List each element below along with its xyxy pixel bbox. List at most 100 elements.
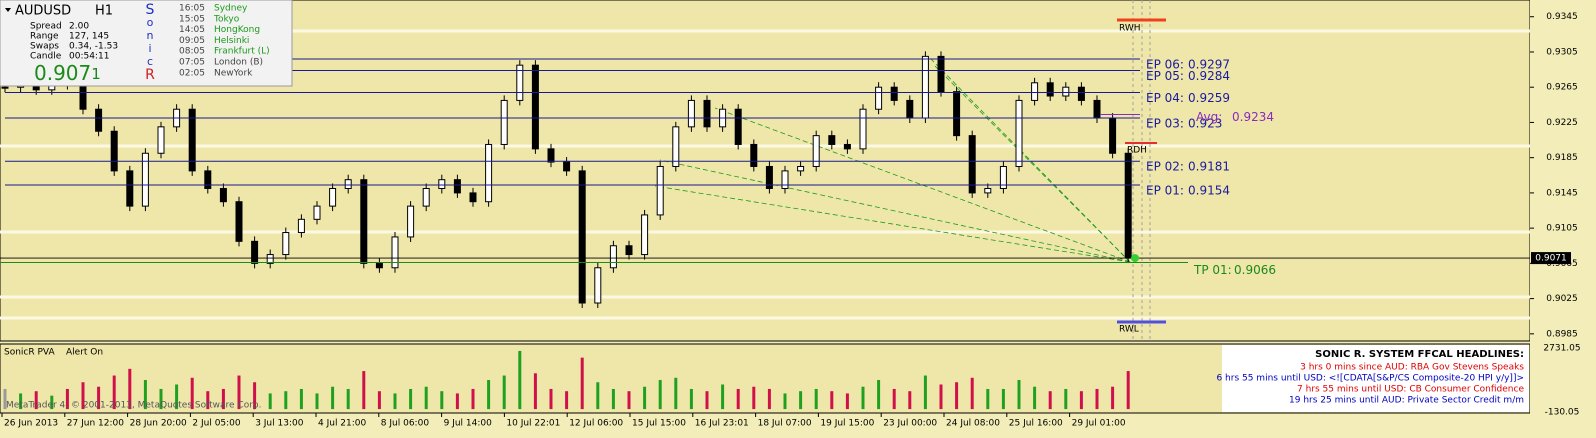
volume-bar [674, 377, 678, 410]
volume-bar [892, 388, 896, 410]
candle [563, 161, 571, 172]
date-label: 2 Jul 05:00 [192, 419, 241, 429]
candle [188, 108, 196, 172]
rwl-label: RWL [1119, 325, 1139, 335]
volume-bar [393, 393, 397, 410]
volume-bar [65, 388, 69, 410]
candle [313, 205, 321, 220]
volume-bar [3, 388, 7, 410]
candle [641, 214, 649, 256]
volume-bar [377, 391, 381, 410]
candle [843, 143, 851, 150]
candle [79, 84, 87, 110]
ep-label: EP 02: [1146, 160, 1184, 174]
candle [438, 179, 446, 189]
candle [703, 99, 711, 128]
y-tick-label: 0.9225 [1546, 118, 1578, 128]
date-label: 19 Jul 15:00 [820, 419, 874, 429]
ep-value: 0.9284 [1188, 69, 1230, 83]
ep-label: EP 06: [1146, 58, 1184, 72]
y-tick-label: 0.9305 [1546, 47, 1578, 57]
volume-bar [253, 382, 257, 410]
candle [828, 135, 836, 145]
date-label: 3 Jul 13:00 [255, 419, 304, 429]
ep-label: EP 05: [1146, 69, 1184, 83]
y-tick-label: 0.9265 [1546, 83, 1578, 93]
symbol: AUDUSD [15, 4, 71, 19]
candle [95, 108, 103, 132]
date-label: 4 Jul 21:00 [318, 419, 367, 429]
candle [999, 165, 1007, 189]
candle [797, 165, 805, 172]
candle [937, 55, 945, 93]
bid-pip: 1 [91, 65, 101, 83]
candle [1062, 86, 1070, 97]
bid: 0.9071 [34, 61, 101, 85]
volume-bar [331, 386, 335, 410]
range: 127, 145 [69, 32, 109, 42]
date-label: 28 Jun 20:00 [130, 419, 187, 429]
volume-bar [799, 391, 803, 410]
y-tick-label: 0.9105 [1546, 224, 1578, 234]
candle [984, 187, 992, 194]
sonic-letter: R [145, 67, 155, 83]
ep-label: EP 01: [1146, 183, 1184, 197]
candle [812, 135, 820, 167]
candle [921, 55, 929, 119]
volume-bar [908, 391, 912, 410]
volume-bar [284, 391, 288, 410]
bands [0, 29, 1530, 320]
candle [594, 267, 602, 304]
date-label: 9 Jul 14:00 [444, 419, 493, 429]
headlines-box [1222, 345, 1529, 412]
volume-bar [50, 395, 54, 410]
ep-value: 0.9259 [1188, 91, 1230, 105]
volume-bar [502, 375, 506, 410]
headline: 19 hrs 25 mins until AUD: Private Sector… [1289, 396, 1524, 406]
candle [625, 245, 633, 256]
candle [266, 254, 274, 264]
candle [485, 143, 493, 203]
volume-tick-label: -130.05 [1545, 408, 1580, 418]
volume-bar [487, 380, 491, 410]
spread: 2.00 [69, 22, 89, 32]
date-label: 10 Jul 22:01 [506, 419, 560, 429]
candle [672, 126, 680, 167]
volume-bar [814, 388, 818, 410]
copyright: MetaTrader 4, © 2001-2013, MetaQuotes So… [6, 401, 262, 411]
tp-label: TP 01: [1193, 263, 1232, 277]
volume-bar [1017, 380, 1021, 410]
candles [1, 51, 1132, 309]
headlines-title: SONIC R. SYSTEM FFCAL HEADLINES: [1315, 349, 1524, 360]
volume-bar [1111, 386, 1115, 410]
volume-bar [565, 391, 569, 410]
sonic-letters: SonicR [145, 2, 155, 83]
candle [422, 187, 430, 207]
date-label: 15 Jul 15:00 [632, 419, 686, 429]
candle [469, 192, 477, 203]
volume-bar [580, 357, 584, 410]
candle [219, 187, 227, 203]
date-label: 8 Jul 06:00 [381, 419, 430, 429]
candle [282, 232, 290, 256]
candle [656, 165, 664, 216]
volume-bar [190, 377, 194, 410]
volume-bar [362, 371, 366, 410]
ep-value: 0.9154 [1188, 183, 1230, 197]
volume-bar [112, 375, 116, 410]
volume-bar [986, 388, 990, 410]
volume-bar [861, 386, 865, 410]
candle [1046, 82, 1054, 97]
candle [1093, 99, 1101, 119]
timeframe: H1 [95, 4, 113, 19]
headline: 3 hrs 0 mins since AUD: RBA Gov Stevens … [1300, 363, 1524, 373]
volume-bar [1001, 388, 1005, 410]
session-time: 15:05 [179, 14, 205, 24]
candle [141, 152, 149, 207]
candle [1109, 117, 1117, 154]
volume-bar [845, 393, 849, 410]
candle [126, 170, 134, 207]
avg-label: Avg: [1196, 110, 1222, 124]
candle [859, 108, 867, 150]
volume-bar [81, 382, 85, 410]
